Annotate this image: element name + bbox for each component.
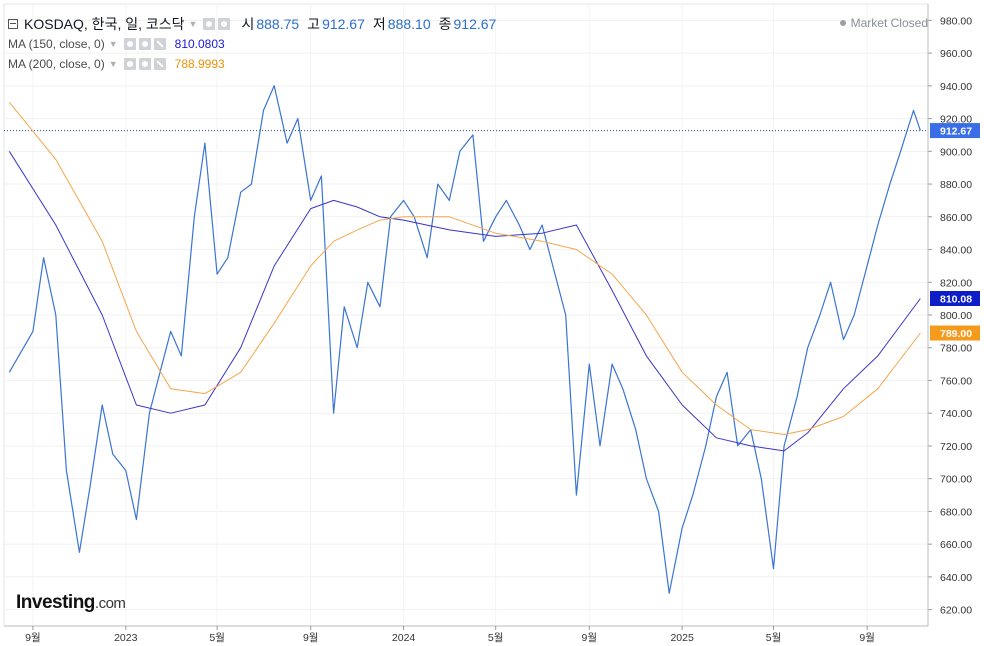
x-tick-label: 9월 <box>303 632 319 644</box>
ma200-label[interactable]: MA (200, close, 0) <box>8 57 105 71</box>
chart-legend: KOSDAQ, 한국, 일, 코스닥 ▼ 시 888.75 고 912.67 저 88… <box>8 14 496 74</box>
collapse-legend-button[interactable] <box>8 19 18 29</box>
low-label: 저 <box>372 16 386 32</box>
price-tags: 912.67 810.08 789.00 <box>930 123 980 341</box>
ma200-legend[interactable]: MA (200, close, 0) ▼ 788.9993 <box>8 54 496 74</box>
x-tick-label: 9월 <box>25 632 41 644</box>
x-tick-label: 2025 <box>670 632 694 644</box>
chevron-down-icon[interactable]: ▼ <box>188 19 198 29</box>
market-status-text: Market Closed <box>850 16 928 30</box>
y-tick-label: 620.00 <box>940 605 972 617</box>
series-lines <box>4 85 928 594</box>
open-value: 888.75 <box>256 16 300 32</box>
y-tick-label: 700.00 <box>940 474 972 486</box>
x-tick-label: 5월 <box>766 632 782 644</box>
ma200-tag-label: 789.00 <box>940 328 972 340</box>
y-tick-label: 640.00 <box>940 572 972 584</box>
price-axis: 980.00 960.00 940.00 920.00 900.00 880.00 860.… <box>927 4 972 626</box>
market-status: Market Closed <box>839 16 928 30</box>
y-tick-label: 760.00 <box>940 375 972 387</box>
low-value: 888.10 <box>387 16 431 32</box>
y-tick-label: 900.00 <box>940 146 972 158</box>
gear-icon[interactable] <box>138 38 151 50</box>
eye-icon[interactable] <box>123 38 136 50</box>
ma200-tag-bg <box>930 325 980 341</box>
close-value: 912.67 <box>453 16 497 32</box>
y-tick-label: 660.00 <box>940 539 972 551</box>
ma150-tag-bg <box>930 291 980 307</box>
price-line <box>8 85 921 594</box>
chevron-down-icon[interactable]: ▼ <box>108 39 118 49</box>
x-tick-label: 5월 <box>209 632 225 644</box>
open-label: 시 <box>241 16 255 32</box>
y-tick-label: 720.00 <box>940 441 972 453</box>
y-tick-label: 820.00 <box>940 277 972 289</box>
ma150-tag-label: 810.08 <box>940 294 972 306</box>
y-tick-label: 860.00 <box>940 212 972 224</box>
high-label: 고 <box>307 16 321 32</box>
main-series-legend[interactable]: KOSDAQ, 한국, 일, 코스닥 ▼ 시 888.75 고 912.67 저 88… <box>8 14 496 34</box>
x-tick-label: 9월 <box>859 632 875 644</box>
logo-suffix: .com <box>94 595 126 612</box>
ma150-value: 810.0803 <box>174 37 225 51</box>
ma150-label[interactable]: MA (150, close, 0) <box>8 37 105 51</box>
gear-icon[interactable] <box>138 58 151 70</box>
symbol-name[interactable]: KOSDAQ, 한국, 일, 코스닥 <box>24 16 185 32</box>
investing-logo[interactable]: Investing.com <box>16 592 126 614</box>
time-axis: 9월 2023 5월 9월 2024 5월 9월 2025 5월 9월 <box>4 625 928 644</box>
last-price-tag-bg <box>930 123 980 139</box>
high-value: 912.67 <box>322 16 365 32</box>
ma200-line <box>8 101 921 435</box>
y-tick-label: 840.00 <box>940 245 972 257</box>
gear-icon[interactable] <box>218 18 231 30</box>
close-icon[interactable] <box>153 38 166 50</box>
y-tick-label: 960.00 <box>940 48 972 60</box>
x-tick-label: 2024 <box>392 632 416 644</box>
x-tick-label: 9월 <box>582 632 598 644</box>
status-dot-icon <box>839 20 846 26</box>
y-tick-label: 780.00 <box>940 343 972 355</box>
eye-icon[interactable] <box>123 58 136 70</box>
y-tick-label: 920.00 <box>940 114 972 126</box>
y-tick-label: 680.00 <box>940 506 972 518</box>
close-label: 종 <box>438 16 452 32</box>
y-tick-label: 940.00 <box>940 81 972 93</box>
x-tick-label: 2023 <box>114 632 138 644</box>
eye-icon[interactable] <box>203 18 216 30</box>
grid-lines <box>3 3 929 627</box>
ma200-value: 788.9993 <box>174 57 225 71</box>
x-tick-label: 5월 <box>488 632 504 644</box>
y-tick-label: 880.00 <box>940 179 972 191</box>
logo-main: Investing <box>16 592 95 613</box>
last-price-tag-label: 912.67 <box>940 126 972 138</box>
chevron-down-icon[interactable]: ▼ <box>108 59 118 69</box>
close-icon[interactable] <box>153 58 166 70</box>
ma150-legend[interactable]: MA (150, close, 0) ▼ 810.0803 <box>8 34 496 54</box>
y-tick-label: 740.00 <box>940 408 972 420</box>
y-tick-label: 800.00 <box>940 310 972 322</box>
y-tick-label: 980.00 <box>940 15 972 27</box>
ma150-line <box>8 151 921 452</box>
